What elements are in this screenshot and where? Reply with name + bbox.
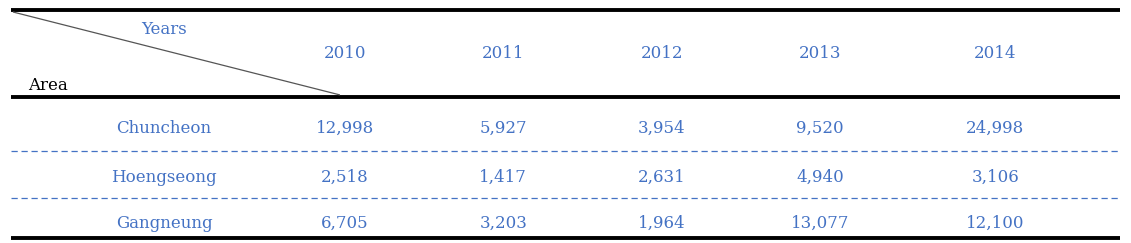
Text: 2,631: 2,631 xyxy=(638,169,685,186)
Text: 13,077: 13,077 xyxy=(791,215,849,232)
Text: 24,998: 24,998 xyxy=(966,120,1025,137)
Text: 2012: 2012 xyxy=(640,45,683,62)
Text: 2010: 2010 xyxy=(323,45,366,62)
Text: 1,417: 1,417 xyxy=(480,169,527,186)
Text: 3,203: 3,203 xyxy=(480,215,527,232)
Text: 9,520: 9,520 xyxy=(796,120,844,137)
Text: Gangneung: Gangneung xyxy=(115,215,213,232)
Text: Hoengseong: Hoengseong xyxy=(111,169,217,186)
Text: 1,964: 1,964 xyxy=(638,215,685,232)
Text: 2,518: 2,518 xyxy=(321,169,369,186)
Text: 3,954: 3,954 xyxy=(638,120,685,137)
Text: 3,106: 3,106 xyxy=(972,169,1019,186)
Text: 4,940: 4,940 xyxy=(796,169,844,186)
Text: Area: Area xyxy=(28,77,68,94)
Text: Years: Years xyxy=(141,21,187,38)
Text: 5,927: 5,927 xyxy=(480,120,527,137)
Text: 12,998: 12,998 xyxy=(316,120,374,137)
Text: 2013: 2013 xyxy=(798,45,841,62)
Text: 2014: 2014 xyxy=(974,45,1017,62)
Text: Chuncheon: Chuncheon xyxy=(116,120,211,137)
Text: 6,705: 6,705 xyxy=(321,215,369,232)
Text: 12,100: 12,100 xyxy=(966,215,1025,232)
Text: 2011: 2011 xyxy=(482,45,525,62)
